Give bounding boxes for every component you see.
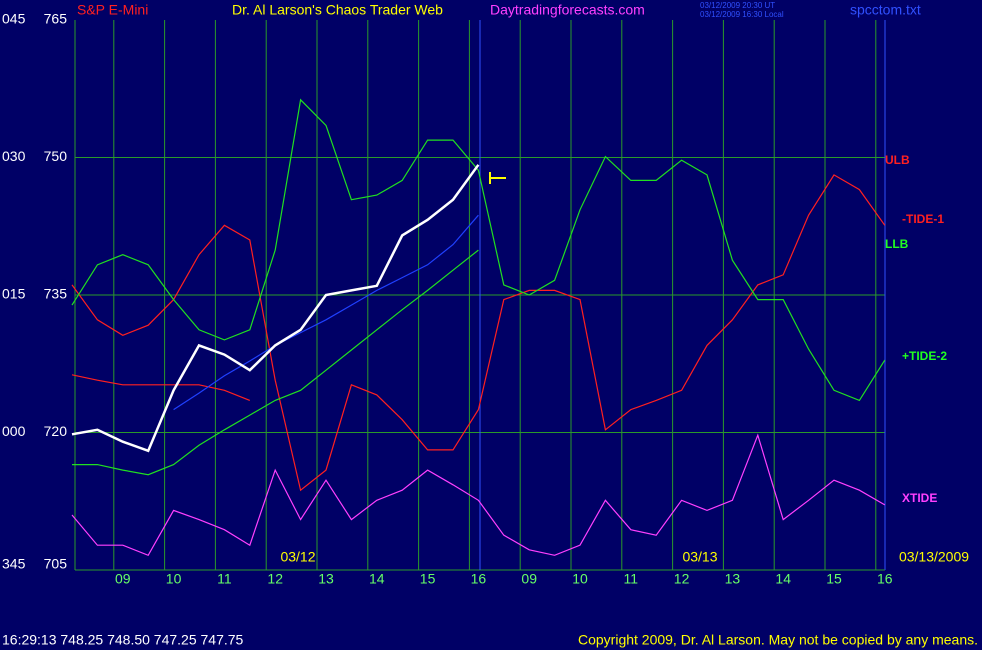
y-tick-prefix: 345 [2,556,26,572]
date-label: 03/13 [682,549,717,565]
series-line [71,98,886,402]
timestamp-local: 03/12/2009 16:30 Local [700,10,784,19]
copyright: Copyright 2009, Dr. Al Larson. May not b… [578,632,978,648]
chart-title: Dr. Al Larson's Chaos Trader Web [232,2,443,18]
series-line [173,214,479,411]
series-line [71,174,886,492]
y-tick-label: 765 [44,11,68,27]
y-tick-prefix: 045 [2,11,26,27]
x-tick-label: 09 [521,571,537,587]
y-tick-label: 705 [44,556,68,572]
annotation: XTIDE [902,491,937,505]
x-tick-label: 11 [624,571,639,587]
annotation: LLB [885,237,909,251]
x-tick-label: 12 [674,571,690,587]
x-tick-label: 14 [775,571,791,587]
series-line [72,249,479,476]
symbol: S&P E-Mini [77,2,148,18]
x-tick-label: 10 [166,571,182,587]
x-tick-label: 13 [725,571,741,587]
x-tick-label: 14 [369,571,385,587]
timestamp-ut: 03/12/2009 20:30 UT [700,1,775,10]
y-tick-prefix: 030 [2,148,26,164]
x-tick-label: 16 [877,571,893,587]
date-label: 03/13/2009 [899,549,969,565]
y-tick-label: 750 [44,148,68,164]
series-group [71,98,886,557]
y-tick-prefix: 000 [2,423,26,439]
quote: 16:29:13 748.25 748.50 747.25 747.75 [2,632,244,648]
x-tick-label: 16 [471,571,487,587]
annotation: ULB [885,153,910,167]
y-tick-label: 735 [44,286,68,302]
now-marker [489,172,506,184]
x-tick-label: 12 [267,571,283,587]
x-tick-label: 13 [318,571,334,587]
y-tick-label: 720 [44,423,68,439]
series-line [71,164,480,453]
x-tick-label: 15 [420,571,436,587]
annotation: -TIDE-1 [902,212,944,226]
series-line [71,433,886,557]
x-tick-label: 10 [572,571,588,587]
x-tick-label: 11 [217,571,232,587]
date-label: 03/12 [280,549,315,565]
series-line [71,374,251,401]
website: Daytradingforecasts.com [490,2,645,18]
x-tick-label: 09 [115,571,131,587]
y-tick-prefix: 015 [2,286,26,302]
x-tick-label: 15 [826,571,842,587]
annotation: +TIDE-2 [902,349,947,363]
filename: spcctom.txt [850,2,921,18]
